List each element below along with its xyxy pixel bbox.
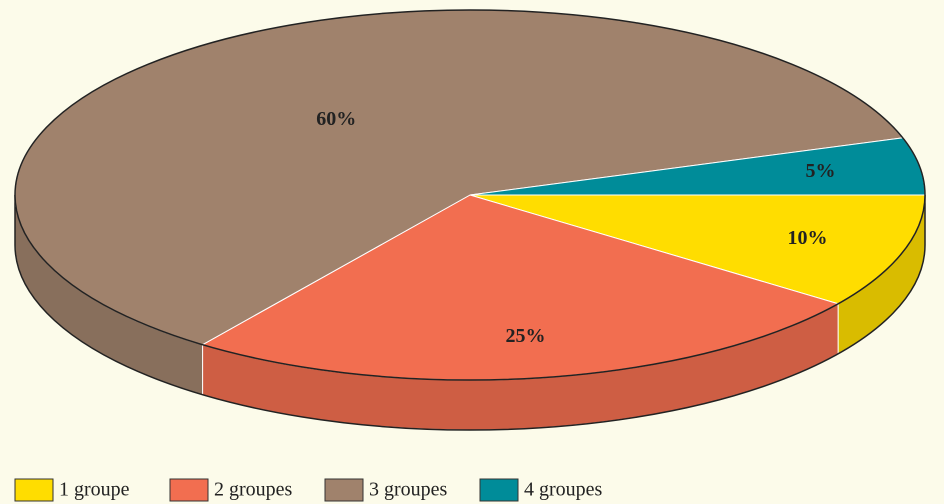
- data-label: 60%: [316, 108, 356, 130]
- data-label: 10%: [788, 227, 828, 249]
- legend-label: 4 groupes: [524, 479, 603, 501]
- data-label: 25%: [506, 325, 546, 347]
- pie-outline: [14, 195, 926, 431]
- legend-label: 3 groupes: [369, 479, 448, 501]
- legend-swatch: [324, 478, 364, 502]
- legend-swatch: [14, 478, 54, 502]
- data-label: 5%: [806, 160, 836, 182]
- legend-label: 1 groupe: [59, 479, 130, 501]
- pie-outline: [14, 9, 926, 381]
- legend-label: 2 groupes: [214, 479, 293, 501]
- legend-swatch: [479, 478, 519, 502]
- legend-swatch: [169, 478, 209, 502]
